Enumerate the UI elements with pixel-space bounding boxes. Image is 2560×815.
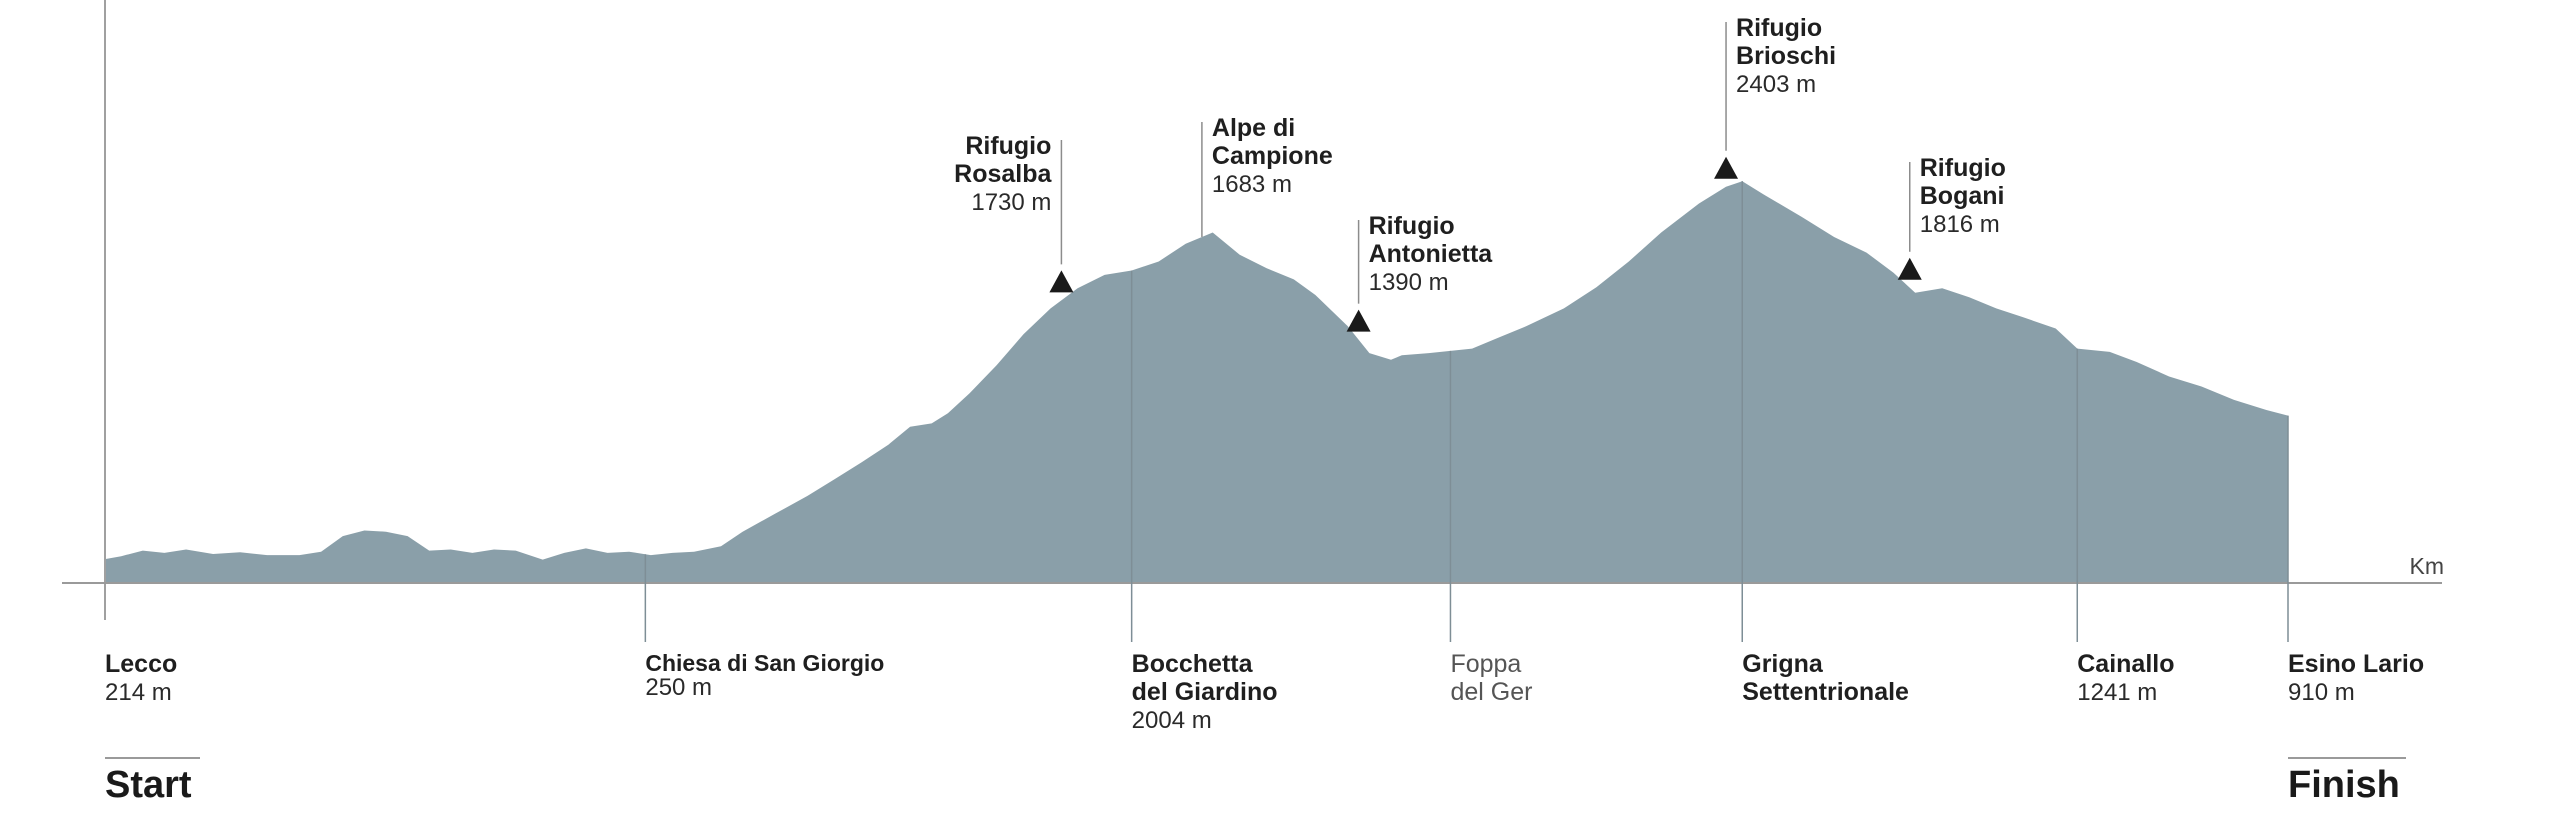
hut-name: Alpe di (1212, 114, 1295, 142)
waypoint-name: Lecco (105, 650, 177, 678)
waypoint-elevation: 910 m (2288, 679, 2355, 706)
waypoint-name: Foppa (1450, 650, 1521, 678)
waypoint-name: del Ger (1450, 678, 1532, 706)
waypoint-name: Grigna (1742, 650, 1824, 678)
waypoint-name: Cainallo (2077, 650, 2174, 678)
axis-layer: Km (62, 0, 2444, 620)
hut-elevation: 1816 m (1920, 211, 2000, 238)
waypoint-name: Esino Lario (2288, 650, 2424, 678)
waypoint-elevation: 250 m (645, 674, 712, 701)
hut-name: Bogani (1920, 182, 2005, 210)
waypoint-name: del Giardino (1132, 678, 1278, 706)
ends-layer: Start Finish (105, 757, 2406, 806)
triangle-icon (1049, 270, 1074, 293)
hut-elevation: 1683 m (1212, 171, 1292, 198)
waypoint-name: Settentrionale (1742, 678, 1909, 706)
hut-name: Rifugio (965, 132, 1051, 160)
hut-name: Rifugio (1920, 154, 2006, 182)
waypoint-elevation: 214 m (105, 679, 172, 706)
elevation-area (105, 181, 2288, 583)
hut-elevation: 1390 m (1369, 269, 1449, 296)
hut-elevation: 2403 m (1736, 71, 1816, 98)
waypoint-elevation: 1241 m (2077, 679, 2157, 706)
start-label: Start (105, 764, 192, 806)
waypoint-name: Bocchetta (1132, 650, 1254, 678)
waypoint-name: Chiesa di San Giorgio (645, 650, 884, 676)
profile-layer (105, 181, 2288, 583)
hut-name: Rosalba (954, 160, 1052, 188)
hut-name: Antonietta (1369, 240, 1494, 268)
triangle-icon (1897, 257, 1922, 280)
hut-name: Brioschi (1736, 42, 1836, 70)
triangle-icon (1346, 309, 1371, 332)
x-axis-label: Km (2410, 553, 2445, 579)
triangle-icon (1714, 156, 1739, 179)
hut-elevation: 1730 m (971, 189, 1051, 216)
waypoint-elevation: 2004 m (1132, 707, 1212, 734)
finish-label: Finish (2288, 764, 2400, 806)
hut-name: Rifugio (1736, 14, 1822, 42)
hut-name: Rifugio (1369, 212, 1455, 240)
hut-name: Campione (1212, 142, 1333, 170)
